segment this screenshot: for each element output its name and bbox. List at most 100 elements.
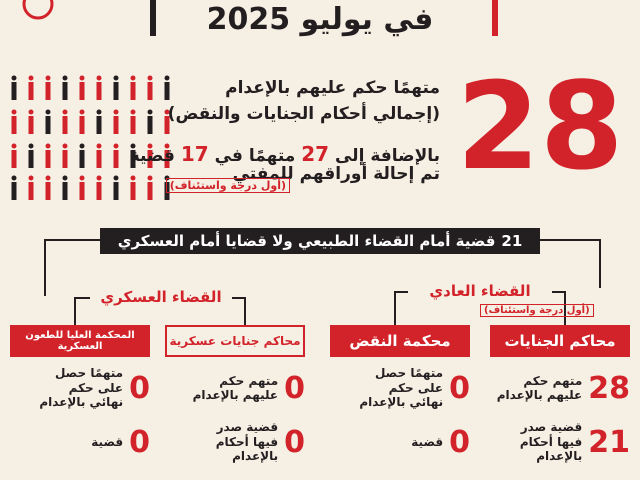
figure-body: [130, 82, 136, 100]
figure-body: [28, 150, 34, 168]
column-title: محكمة النقض: [330, 325, 470, 357]
figure-body: [130, 182, 136, 200]
figure-body: [96, 150, 102, 168]
stat: 28 متهم حكم عليهم بالإعدام: [490, 368, 630, 408]
figure-head: [11, 109, 17, 115]
figure-body: [45, 150, 51, 168]
figure-body: [130, 116, 136, 134]
figure-head: [45, 109, 51, 115]
tree-line: [74, 297, 246, 325]
stat-number: 0: [449, 424, 470, 460]
figure-head: [28, 109, 34, 115]
figure-body: [62, 116, 68, 134]
stat: 0 متهم حكم عليهم بالإعدام: [165, 368, 305, 408]
summary-line: متهمًا حكم عليهم بالإعدام: [225, 78, 440, 98]
figure-head: [130, 175, 136, 181]
branch-title: القضاء العسكري: [100, 288, 222, 306]
figure-body: [11, 82, 17, 100]
figure-head: [96, 75, 102, 81]
figure-head: [62, 175, 68, 181]
figure-head: [62, 109, 68, 115]
stat-label: قضية: [91, 434, 124, 449]
column-title: محاكم الجنايات: [490, 325, 630, 357]
stat: 0 قضية: [330, 422, 470, 462]
figure-body: [113, 82, 119, 100]
text-part: متهمًا في: [214, 146, 296, 166]
figure-head: [147, 175, 153, 181]
figure-head: [164, 109, 170, 115]
figure-body: [28, 82, 34, 100]
figure-head: [79, 143, 85, 149]
figure-head: [62, 75, 68, 81]
figure-body: [164, 182, 170, 200]
figure-head: [79, 109, 85, 115]
figure-head: [130, 143, 136, 149]
stat-label: قضية: [411, 434, 444, 449]
figure-head: [28, 75, 34, 81]
stat-label: متهم حكم عليهم بالإعدام: [496, 373, 583, 402]
figure-body: [147, 182, 153, 200]
summary-line: (إجمالي أحكام الجنايات والنقض): [167, 104, 440, 124]
figure-body: [79, 116, 85, 134]
figure-body: [62, 182, 68, 200]
figure-head: [45, 75, 51, 81]
tree-line: [44, 239, 601, 296]
banner-text: قضية أمام القضاء الطبيعي ولا قضايا أمام …: [117, 232, 496, 250]
figure-head: [147, 143, 153, 149]
summary-note: (أول درجة واستئناف): [165, 178, 290, 193]
figure-body: [147, 116, 153, 134]
figure-head: [11, 175, 17, 181]
stat-number: 0: [284, 424, 305, 460]
stat-label: قضية صدر فيها أحكام بالإعدام: [215, 420, 279, 464]
big-number: 28: [456, 58, 624, 197]
figures: [11, 75, 170, 200]
banner: 21 قضية أمام القضاء الطبيعي ولا قضايا أم…: [100, 228, 540, 254]
stat-number: 28: [588, 370, 630, 406]
figure-body: [96, 182, 102, 200]
figure-head: [130, 109, 136, 115]
highlight-number: 27: [301, 142, 330, 166]
stat: 0 متهمًا حصل على حكم نهائي بالإعدام: [330, 366, 470, 410]
stat-number: 0: [129, 424, 150, 460]
highlight-number: 17: [180, 142, 209, 166]
figure-body: [164, 116, 170, 134]
figure-head: [147, 75, 153, 81]
figure-head: [45, 143, 51, 149]
figure-body: [164, 82, 170, 100]
figure-body: [11, 182, 17, 200]
figure-body: [164, 150, 170, 168]
figure-body: [62, 150, 68, 168]
text-part: قضية: [129, 146, 175, 166]
figure-body: [147, 150, 153, 168]
figure-body: [79, 150, 85, 168]
tree-line: [394, 291, 566, 325]
banner-number: 21: [501, 232, 523, 250]
stat-label: متهمًا حصل على حكم نهائي بالإعدام: [359, 366, 444, 410]
stat: 0 متهمًا حصل على حكم نهائي بالإعدام: [10, 366, 150, 409]
figure-head: [28, 175, 34, 181]
figure-head: [45, 175, 51, 181]
figure-head: [96, 109, 102, 115]
title: في يوليو 2025: [206, 2, 434, 37]
figure-body: [113, 116, 119, 134]
figure-head: [164, 143, 170, 149]
figure-body: [28, 182, 34, 200]
figure-body: [113, 150, 119, 168]
figure-head: [11, 75, 17, 81]
text-part: بالإضافة إلى: [334, 146, 440, 166]
figure-body: [96, 116, 102, 134]
summary-line: بالإضافة إلى 27 متهمًا في 17 قضية: [130, 142, 440, 166]
figure-head: [147, 109, 153, 115]
figure-body: [45, 82, 51, 100]
figure-head: [113, 143, 119, 149]
figure-head: [28, 143, 34, 149]
stat-label: قضية صدر فيها أحكام بالإعدام: [519, 420, 583, 464]
stat: 0 قضية: [10, 422, 150, 462]
figure-head: [113, 109, 119, 115]
figure-body: [62, 82, 68, 100]
figure-body: [147, 82, 153, 100]
figure-body: [45, 116, 51, 134]
figure-body: [79, 82, 85, 100]
